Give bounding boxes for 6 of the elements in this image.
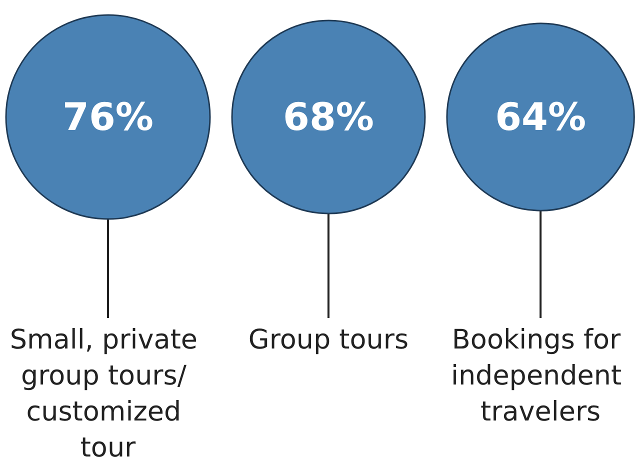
category-label: Bookings for independent travelers xyxy=(450,324,630,428)
data-label: 68% xyxy=(283,95,374,139)
category-label: Small, private group tours/ customized tour xyxy=(10,324,206,464)
data-label: 76% xyxy=(62,95,154,139)
category-label: Group tours xyxy=(248,324,409,356)
data-label: 64% xyxy=(495,95,586,139)
